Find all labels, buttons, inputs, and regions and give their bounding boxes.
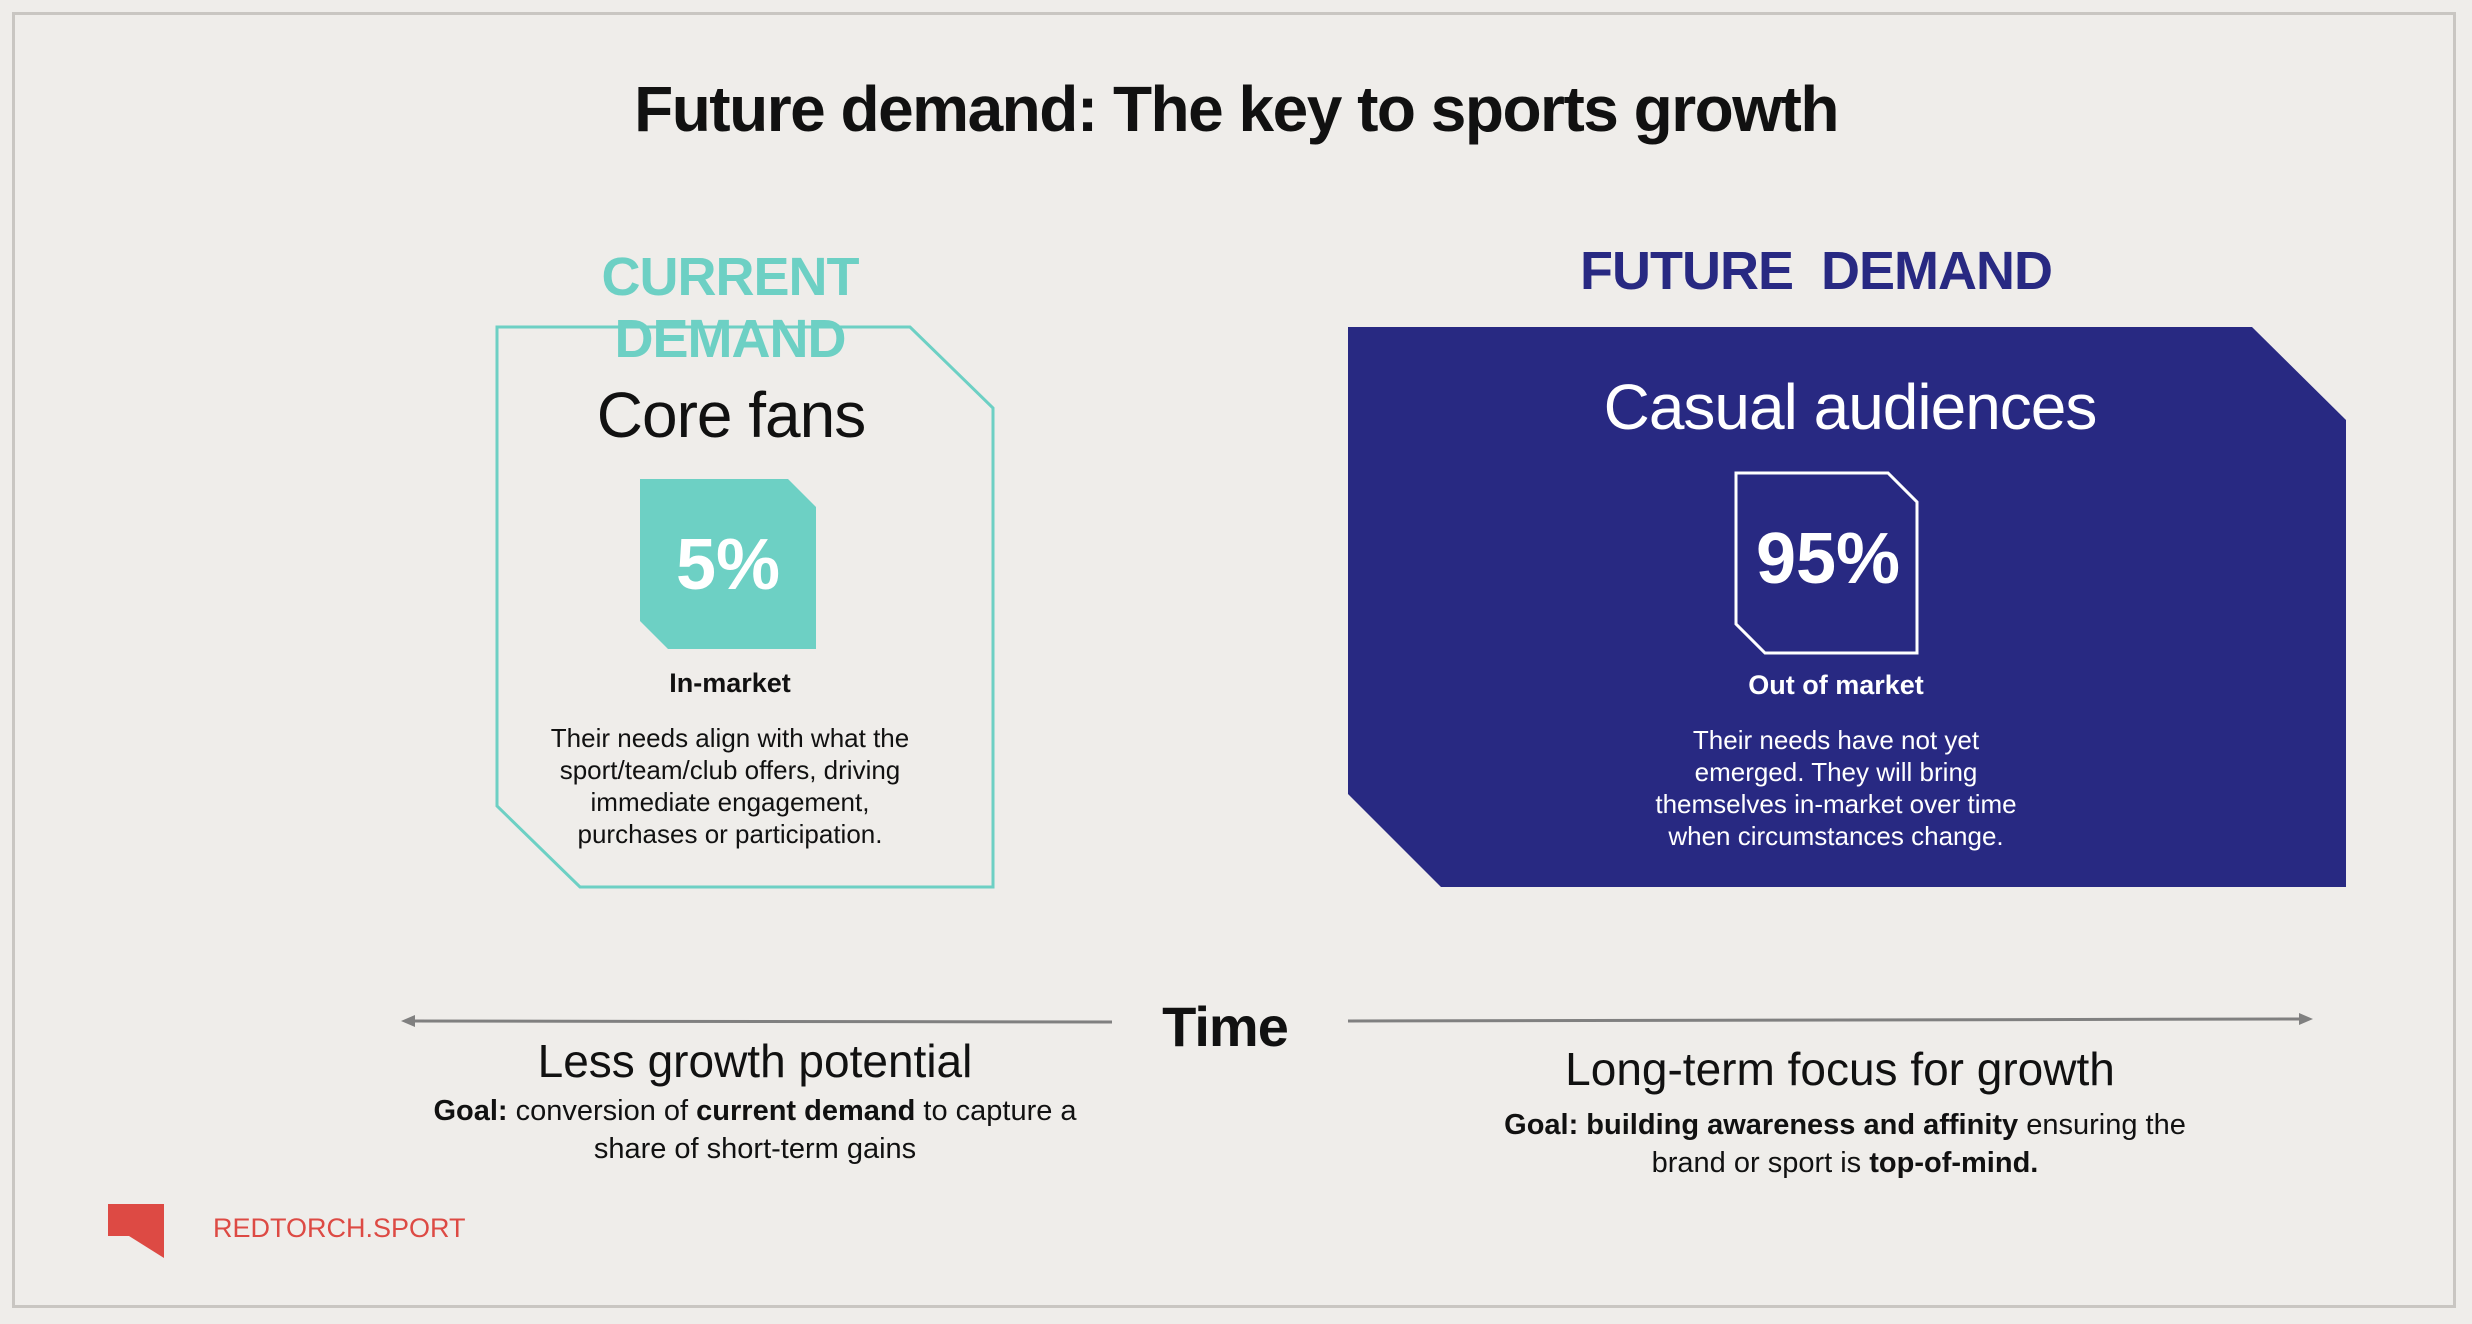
current-percent-badge: [640, 479, 816, 649]
description-line: emerged. They will bring: [1694, 757, 1978, 787]
goal-line: brand or sport is top-of-mind.: [1420, 1144, 2270, 1182]
future-demand-heading: FUTURE DEMAND: [1580, 241, 2053, 301]
future-percent-value: 95%: [1755, 519, 1901, 599]
description-line: when circumstances change.: [1668, 821, 2004, 851]
in-market-label: In-market: [669, 668, 791, 698]
long-term-focus-title: Long-term focus for growth: [1565, 1043, 2115, 1095]
goal-line: share of short-term gains: [380, 1130, 1130, 1168]
description-line: Their needs align with what the: [550, 723, 910, 753]
goal-segment: current demand: [696, 1095, 916, 1127]
timeline-right-line: [1347, 1017, 2303, 1023]
arrow-left-icon: [401, 1015, 415, 1027]
redtorch-logo-icon: [108, 1204, 164, 1258]
goal-segment: to capture a: [915, 1095, 1077, 1127]
brand-name[interactable]: REDTORCH.SPORT: [213, 1213, 466, 1243]
core-fans-title: Core fans: [596, 379, 866, 451]
arrow-right-icon: [2299, 1013, 2313, 1025]
page-frame: [12, 12, 2456, 1308]
future-demand-card: [1348, 327, 2346, 887]
current-demand-description: Their needs align with what the sport/te…: [535, 722, 925, 850]
goal-line: Goal: conversion of current demand to ca…: [380, 1092, 1130, 1130]
goal-segment: Goal:: [433, 1095, 508, 1127]
description-line: themselves in-market over time: [1655, 789, 2017, 819]
goal-segment: brand or sport is: [1651, 1147, 1870, 1179]
description-line: sport/team/club offers, driving: [559, 755, 901, 785]
goal-segment: share of short-term gains: [593, 1133, 917, 1165]
description-line: immediate engagement,: [590, 787, 870, 817]
casual-audiences-title: Casual audiences: [1603, 371, 2098, 443]
goal-segment: Goal: building awareness and affinity: [1504, 1109, 2019, 1141]
right-goal-text: Goal: building awareness and affinity en…: [1420, 1106, 2270, 1182]
page-title: Future demand: The key to sports growth: [634, 73, 1839, 145]
goal-segment: top-of-mind.: [1869, 1147, 2039, 1179]
goal-segment: ensuring the: [2018, 1109, 2186, 1141]
timeline-label: Time: [1162, 995, 1289, 1058]
current-demand-heading: CURRENT DEMAND: [601, 247, 860, 369]
current-percent-value: 5%: [675, 525, 781, 605]
out-of-market-label: Out of market: [1748, 670, 1924, 700]
description-line: Their needs have not yet: [1692, 725, 1980, 755]
goal-segment: conversion of: [507, 1095, 697, 1127]
future-demand-description: Their needs have not yet emerged. They w…: [1626, 724, 2046, 852]
left-goal-text: Goal: conversion of current demand to ca…: [380, 1092, 1130, 1168]
timeline-left-line: [411, 1019, 1113, 1024]
description-line: purchases or participation.: [577, 819, 883, 849]
goal-line: Goal: building awareness and affinity en…: [1420, 1106, 2270, 1144]
less-growth-title: Less growth potential: [537, 1035, 973, 1087]
current-demand-card: [495, 325, 995, 889]
future-percent-badge: [1734, 471, 1919, 655]
